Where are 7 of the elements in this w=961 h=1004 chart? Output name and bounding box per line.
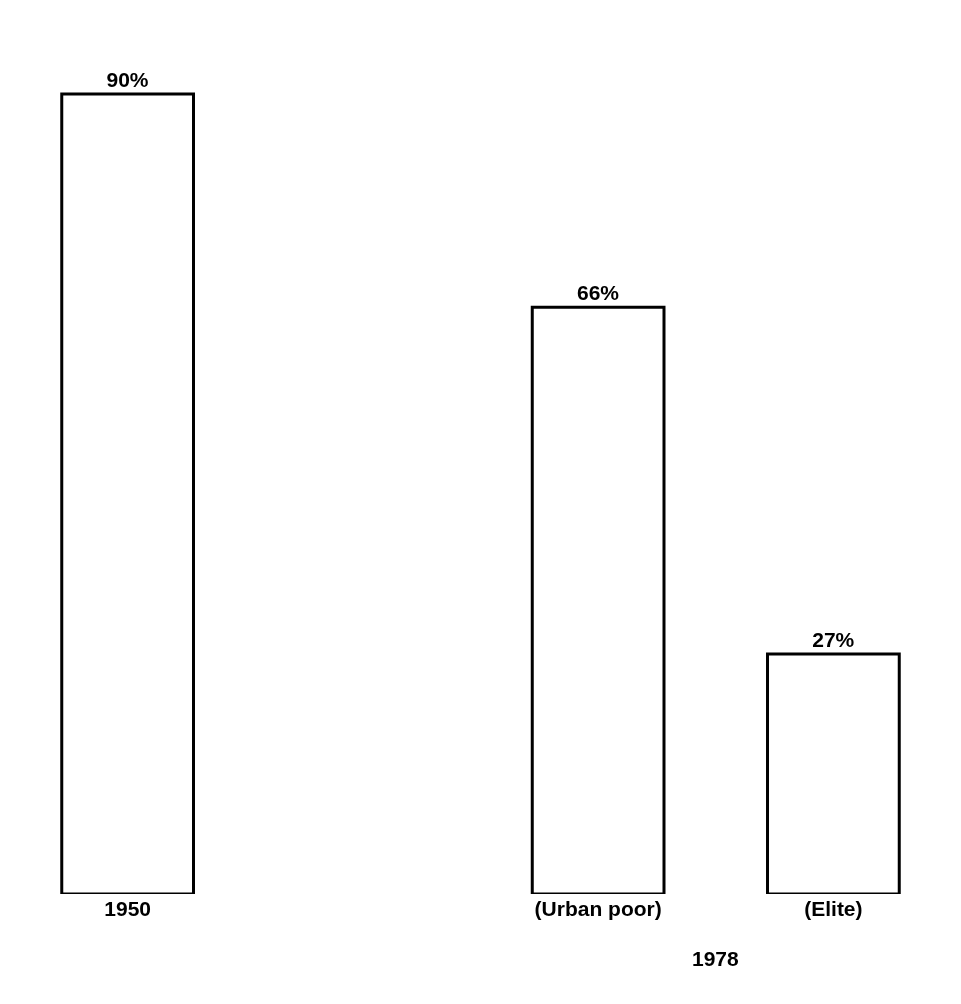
data-label: 27% xyxy=(812,628,855,651)
data-label: 90% xyxy=(106,68,149,91)
x-tick-label: (Elite) xyxy=(804,897,863,920)
x-tick-label: (Urban poor) xyxy=(534,897,662,920)
text: 1978 xyxy=(692,947,740,970)
data-label: 66% xyxy=(576,281,620,305)
x-tick-label: 1950 xyxy=(104,897,151,920)
